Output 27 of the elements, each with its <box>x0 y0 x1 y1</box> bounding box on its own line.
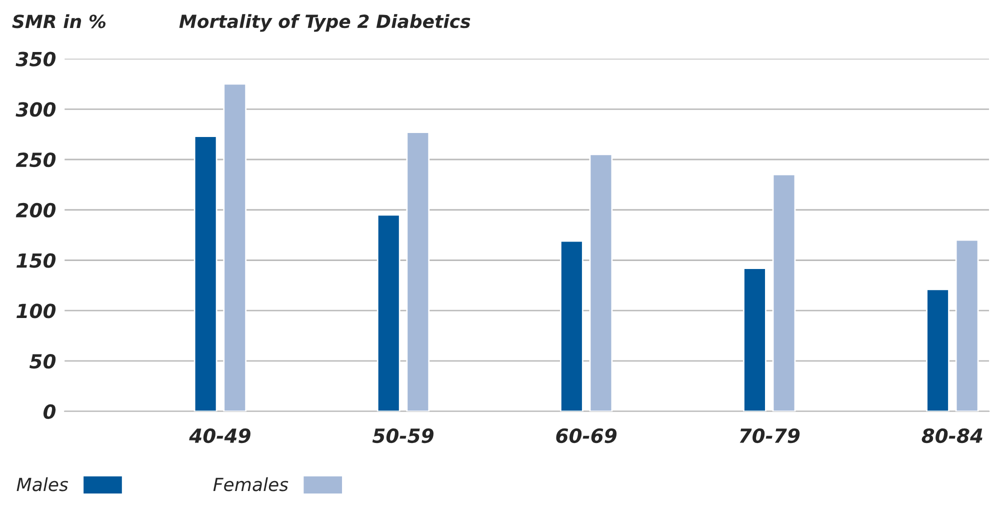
legend-label: Females <box>213 477 288 492</box>
x-tick-label: 70-79 <box>740 428 800 444</box>
x-tick-label: 40-49 <box>189 428 250 444</box>
bar <box>560 240 584 412</box>
y-tick-label: 250 <box>16 152 56 168</box>
bar <box>223 83 247 412</box>
bar <box>743 268 766 412</box>
bar <box>589 154 613 412</box>
x-tick-label: 50-59 <box>372 428 434 444</box>
bar <box>194 136 218 412</box>
chart-title: Mortality of Type 2 Diabetics <box>179 14 470 32</box>
y-tick-label: 200 <box>16 202 56 218</box>
y-tick-label: 350 <box>16 52 56 66</box>
y-tick-label: 150 <box>16 253 56 268</box>
y-tick-label: 50 <box>29 354 56 369</box>
x-tick-label: 80-84 <box>922 428 982 444</box>
y-axis-title: SMR in % <box>12 14 106 28</box>
bar <box>376 214 400 412</box>
legend-label: Males <box>16 477 68 492</box>
bar <box>955 239 979 412</box>
bar <box>926 288 950 412</box>
y-tick-label: 100 <box>16 304 56 318</box>
x-tick-label: 60-69 <box>556 428 617 444</box>
y-tick-label: 0 <box>43 404 56 420</box>
bar <box>406 132 430 412</box>
bar <box>772 174 796 412</box>
y-tick-label: 300 <box>16 102 56 117</box>
